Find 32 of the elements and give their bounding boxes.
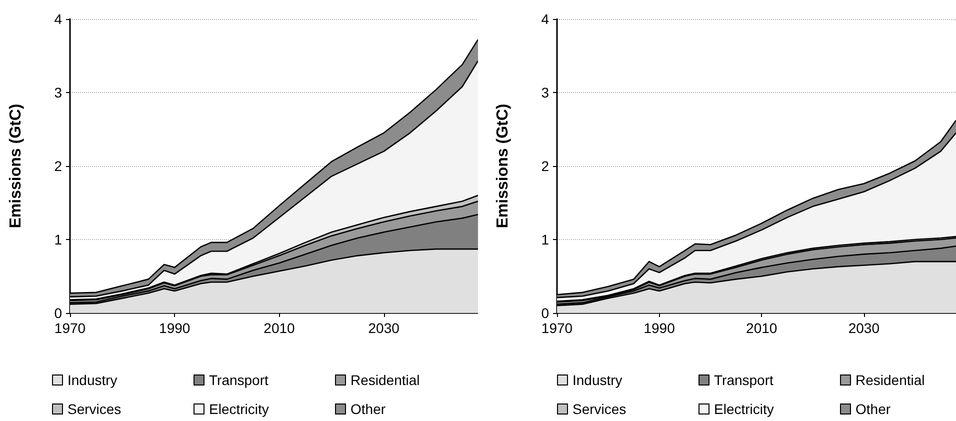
x-tick-label: 2010 [746, 320, 778, 336]
y-axis-title: Emissions (GtC) [8, 104, 24, 228]
x-tick-label: 1970 [541, 320, 573, 336]
y-tick-label: 1 [541, 232, 550, 248]
y-axis-title: Emissions (GtC) [494, 104, 512, 228]
y-tick-label: 1 [54, 232, 62, 248]
legend-label: Other [350, 401, 386, 417]
y-tick-label: 4 [541, 11, 550, 27]
y-tick-label: 0 [541, 305, 550, 321]
legend-label: Services [68, 401, 122, 417]
legend-label: Electricity [714, 401, 774, 417]
legend-label: Industry [572, 372, 622, 388]
y-tick-label: 4 [54, 11, 62, 27]
legend-label: Other [856, 401, 891, 417]
y-tick-label: 3 [541, 84, 550, 100]
y-tick-label: 0 [54, 305, 62, 321]
x-tick-label: 1970 [54, 320, 86, 336]
x-tick-label: 2010 [264, 320, 296, 336]
y-tick-label: 2 [54, 158, 62, 174]
legend-label: Transport [209, 372, 268, 388]
x-tick-label: 1990 [159, 320, 190, 336]
legend-label: Residential [856, 372, 925, 388]
legend-label: Transport [714, 372, 774, 388]
legend-label: Residential [350, 372, 420, 388]
x-tick-label: 1990 [644, 320, 676, 336]
x-tick-label: 2030 [848, 320, 880, 336]
legend-label: Industry [68, 372, 118, 388]
legend-label: Services [572, 401, 626, 417]
legend-label: Electricity [209, 401, 269, 417]
x-tick-label: 2030 [368, 320, 400, 336]
y-tick-label: 2 [541, 158, 550, 174]
y-tick-label: 3 [54, 84, 62, 100]
